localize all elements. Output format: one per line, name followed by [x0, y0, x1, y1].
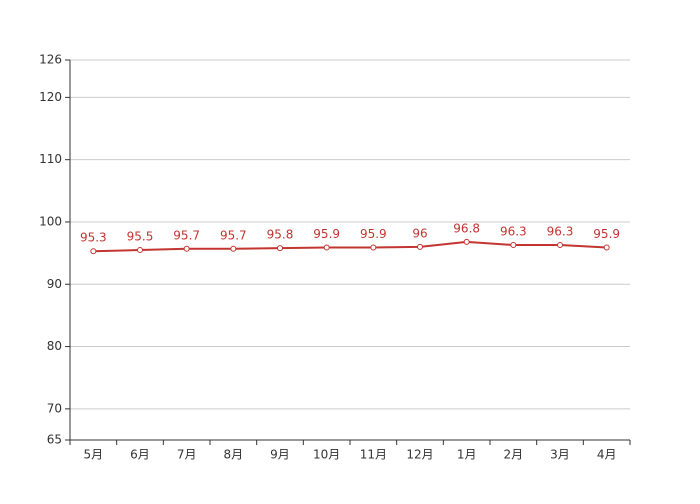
point	[557, 242, 563, 249]
y-tick-label: 65	[47, 433, 62, 447]
y-tick-label: 100	[39, 214, 62, 228]
data-label: 95.7	[220, 228, 247, 242]
data-label: 95.9	[360, 227, 387, 241]
point	[510, 242, 517, 249]
y-tick-label: 110	[39, 152, 62, 166]
y-tick-label: 80	[47, 339, 62, 353]
point	[277, 245, 283, 252]
point	[230, 245, 237, 252]
point	[323, 244, 330, 251]
x-tick-label: 7月	[177, 448, 197, 462]
data-label: 95.8	[267, 228, 294, 242]
y-tick-label: 120	[39, 90, 62, 104]
y-tick-label: 90	[47, 277, 62, 291]
x-tick-label: 4月	[597, 448, 617, 462]
x-tick-label: 11月	[360, 448, 387, 462]
line	[93, 240, 607, 253]
point	[90, 248, 97, 255]
x-tick-label: 3月	[550, 448, 570, 462]
data-label: 95.9	[593, 227, 620, 241]
data-label: 96.3	[547, 225, 574, 239]
data-label: 96	[412, 226, 427, 240]
data-label: 96.3	[500, 225, 527, 239]
point	[183, 245, 190, 252]
point	[463, 238, 470, 245]
x-tick-label: 1月	[457, 448, 477, 462]
y-tick-label: 70	[47, 401, 62, 415]
point	[370, 244, 377, 251]
y-tick-label: 126	[39, 53, 62, 67]
x-tick-label: 10月	[313, 448, 340, 462]
x-tick-label: 8月	[224, 448, 244, 462]
data-label: 96.8	[453, 221, 480, 235]
x-tick-label: 5月	[84, 448, 104, 462]
x-tick-label: 6月	[130, 448, 150, 462]
data-label: 95.5	[127, 230, 154, 244]
data-label: 95.9	[313, 227, 340, 241]
x-tick-label: 12月	[406, 448, 433, 462]
data-label: 95.3	[80, 231, 107, 245]
data-label: 95.7	[173, 228, 200, 242]
x-tick-label: 2月	[504, 448, 524, 462]
point	[417, 243, 423, 250]
point	[603, 244, 610, 251]
point	[137, 247, 143, 253]
x-tick-label: 9月	[270, 448, 290, 462]
